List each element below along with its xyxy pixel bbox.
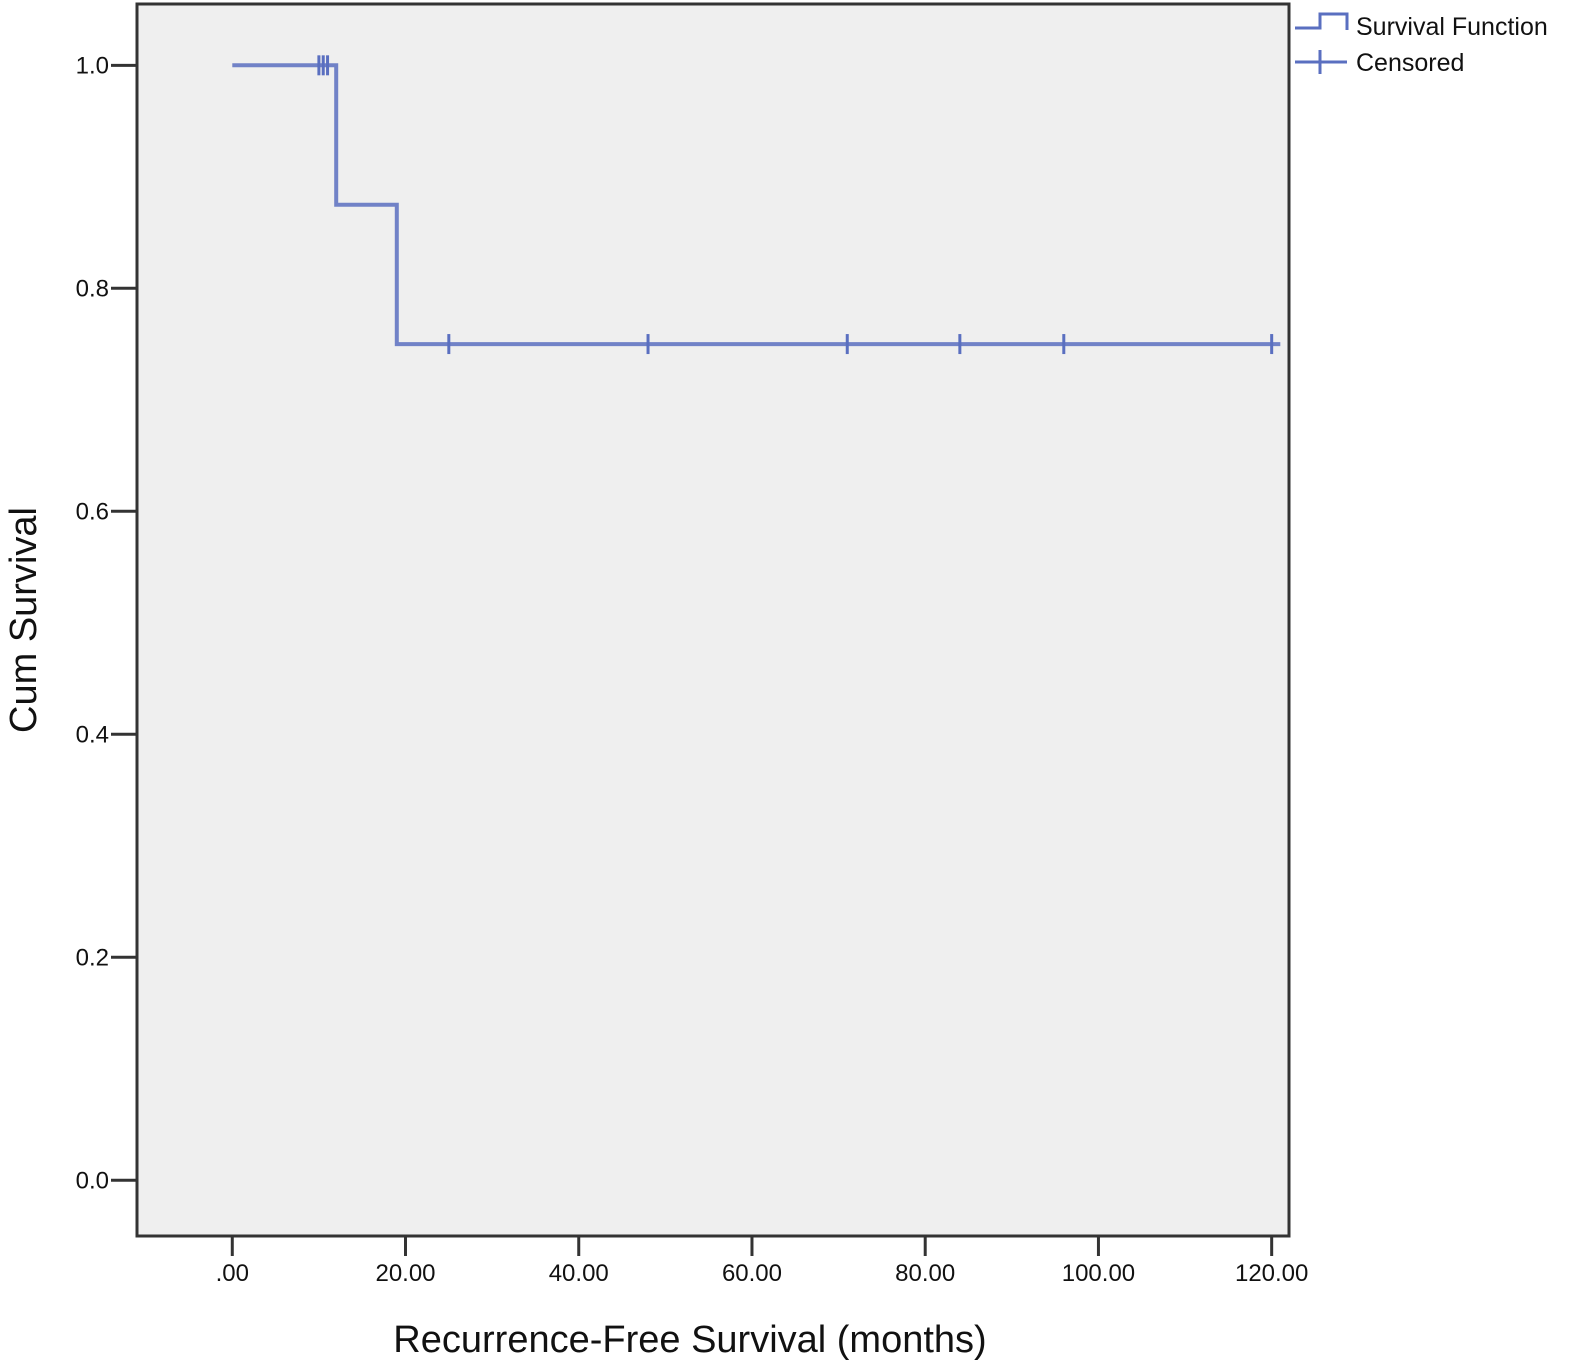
x-tick-label: 40.00 [549,1260,609,1287]
x-tick-label: 120.00 [1235,1260,1308,1287]
x-tick-label: 20.00 [375,1260,435,1287]
y-tick-label: 0.2 [76,944,109,971]
y-tick-label: 0.8 [76,275,109,302]
y-tick-label: 0.4 [76,721,109,748]
x-tick-label: 100.00 [1062,1260,1135,1287]
y-axis: 0.0 0.2 0.4 0.6 0.8 1.0 [76,4,139,1236]
legend-survival-swatch [1295,12,1349,30]
y-tick-label: 0.6 [76,498,109,525]
x-axis-title: Recurrence-Free Survival (months) [393,1319,986,1361]
x-tick-label: 60.00 [722,1260,782,1287]
y-tick-label: 1.0 [76,52,109,79]
y-axis-title: Cum Survival [3,507,45,733]
x-tick-label: .00 [216,1260,249,1287]
legend-survival-label: Survival Function [1356,13,1548,41]
plot-area [135,2,1291,1238]
censor-marks [317,55,1274,355]
x-axis: .00 20.00 40.00 60.00 80.00 100.00 120.00 [216,1236,1308,1287]
x-tick-label: 80.00 [895,1260,955,1287]
y-tick-label: 0.0 [76,1167,109,1194]
legend: Survival Function Censored [1295,12,1548,77]
legend-censored-label: Censored [1356,49,1464,77]
